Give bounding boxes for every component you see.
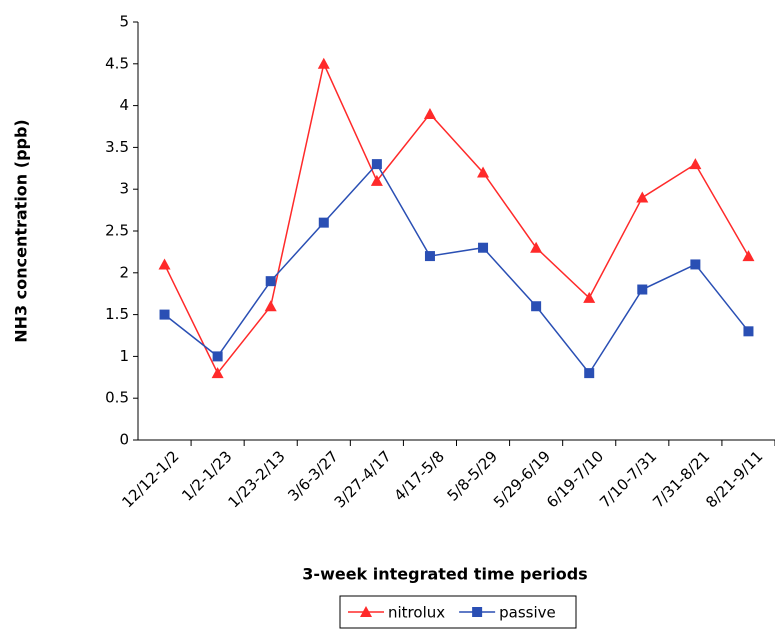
y-tick-label: 5: [119, 13, 129, 31]
y-tick-label: 4: [119, 96, 129, 114]
y-tick-label: 1: [119, 347, 129, 365]
series-line: [164, 162, 750, 375]
data-point: [530, 241, 543, 253]
data-point: [583, 291, 596, 303]
data-point: [743, 326, 754, 337]
data-point: [584, 368, 595, 379]
legend-label: passive: [499, 604, 556, 622]
data-point: [637, 284, 648, 295]
x-tick-label: 8/21-9/11: [702, 447, 766, 511]
y-tick-label: 2: [119, 263, 129, 281]
y-tick-label: 1.5: [105, 305, 129, 323]
legend-label: nitrolux: [388, 604, 445, 622]
data-point: [265, 276, 276, 287]
data-point: [636, 191, 649, 203]
data-point: [531, 301, 542, 312]
y-tick-label: 3.5: [105, 138, 129, 156]
y-tick-label: 0.5: [105, 389, 129, 407]
y-tick-label: 2.5: [105, 222, 129, 240]
legend-box: [339, 595, 577, 629]
x-tick-label: 5/29-6/19: [490, 447, 554, 511]
data-point: [158, 258, 171, 270]
data-point: [423, 107, 436, 119]
data-point: [211, 367, 224, 379]
data-point: [742, 250, 755, 262]
data-point: [424, 251, 435, 262]
y-axis-label: NH3 concentration (ppb): [12, 119, 31, 342]
data-point: [371, 159, 382, 170]
x-tick-label: 1/23-2/13: [225, 447, 289, 511]
x-tick-label: 12/12-1/2: [118, 447, 182, 511]
data-point: [370, 174, 383, 186]
data-point: [159, 309, 170, 320]
data-point: [478, 242, 489, 253]
data-point: [318, 217, 329, 228]
data-point: [477, 166, 490, 178]
series-line: [163, 61, 750, 375]
x-axis-label: 3-week integrated time periods: [302, 565, 587, 584]
data-point: [212, 351, 223, 362]
data-point: [317, 57, 330, 69]
y-tick-label: 0: [119, 431, 129, 449]
data-point: [689, 158, 702, 170]
data-point: [264, 300, 277, 312]
x-tick-label: 3/27-4/17: [331, 447, 395, 511]
x-tick-label: 4/17-5/8: [391, 447, 448, 504]
data-point: [690, 259, 701, 270]
x-tick-label: 7/31-8/21: [649, 447, 713, 511]
y-tick-label: 3: [119, 180, 129, 198]
y-tick-label: 4.5: [105, 54, 129, 72]
legend-marker: [472, 607, 483, 617]
x-tick-label: 7/10-7/31: [596, 447, 660, 511]
legend-marker: [360, 606, 372, 617]
x-tick-label: 6/19-7/10: [543, 447, 607, 511]
